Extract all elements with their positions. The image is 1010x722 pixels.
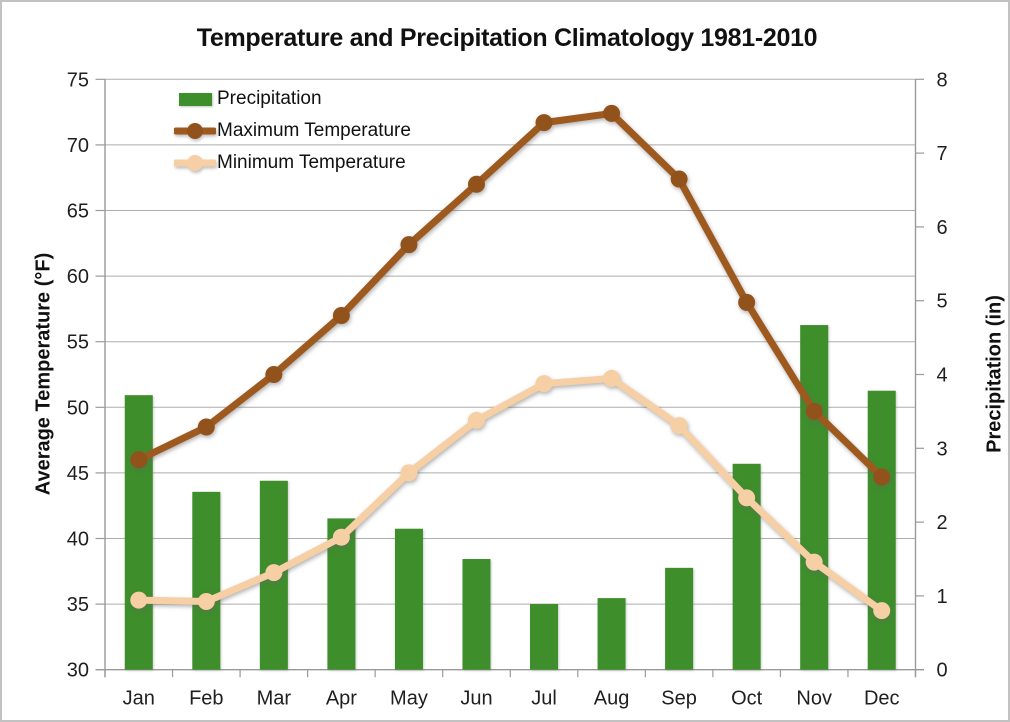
max-temperature-line-marker-Nov — [805, 402, 823, 420]
legend-item-precipitation: Precipitation — [174, 83, 411, 115]
precipitation-swatch-icon — [174, 89, 216, 109]
min-temperature-line-marker-Jun — [467, 411, 485, 429]
legend: Precipitation Maximum Temperature Minimu… — [174, 83, 411, 179]
right-axis-tick-label-0: 0 — [937, 660, 948, 682]
bar-Sep — [665, 567, 694, 670]
bar-Jan — [124, 395, 153, 670]
precipitation-bars — [124, 325, 896, 670]
chart-title: Temperature and Precipitation Climatolog… — [196, 24, 818, 52]
min-temperature-line-marker-Aug — [603, 369, 621, 387]
max-temperature-line-marker-Jun — [467, 175, 485, 193]
right-axis-tick-label-5: 5 — [937, 291, 948, 313]
legend-label-min-temperature: Minimum Temperature — [217, 152, 406, 173]
left-axis-tick-label-60: 60 — [67, 266, 89, 288]
legend-item-max-temperature: Maximum Temperature — [174, 115, 411, 147]
max-temperature-swatch-icon — [174, 121, 216, 141]
min-temperature-line-marker-Feb — [197, 592, 215, 610]
min-temperature-line-marker-Mar — [265, 564, 283, 582]
month-label-Sep: Sep — [661, 688, 697, 710]
right-axis-title: Precipitation (in) — [983, 295, 1006, 453]
min-temperature-line-marker-Sep — [670, 417, 688, 435]
min-temperature-swatch-icon — [174, 153, 216, 173]
left-axis-title: Average Temperature (°F) — [32, 252, 55, 496]
month-label-Aug: Aug — [594, 688, 630, 710]
month-label-Jun: Jun — [460, 688, 492, 710]
left-axis-tick-label-30: 30 — [67, 660, 89, 682]
max-temperature-line-marker-Jul — [535, 114, 553, 132]
bar-Aug — [597, 598, 626, 670]
legend-label-max-temperature: Maximum Temperature — [217, 120, 411, 141]
left-axis-tick-label-45: 45 — [67, 463, 89, 485]
bar-Jun — [462, 559, 491, 670]
left-axis-tick-label-65: 65 — [67, 201, 89, 223]
left-axis-tick-label-50: 50 — [67, 397, 89, 419]
left-axis-tick-label-40: 40 — [67, 529, 89, 551]
min-temperature-line-marker-May — [400, 464, 418, 482]
max-temperature-line-marker-Apr — [332, 306, 350, 324]
left-axis-tick-label-75: 75 — [67, 69, 89, 91]
right-axis-tick-label-8: 8 — [937, 69, 948, 91]
min-temperature-line — [130, 369, 891, 620]
month-label-May: May — [390, 688, 428, 710]
max-temperature-line-marker-Dec — [873, 468, 891, 486]
month-label-Apr: Apr — [326, 688, 357, 710]
bar-Dec — [867, 390, 896, 670]
right-axis-tick-label-7: 7 — [937, 143, 948, 165]
max-temperature-line-marker-Mar — [265, 366, 283, 383]
max-temperature-line-marker-May — [400, 236, 418, 254]
right-axis-tick-label-3: 3 — [937, 438, 948, 460]
bar-Nov — [800, 325, 829, 670]
month-label-Oct: Oct — [731, 688, 763, 710]
right-axis-tick-label-6: 6 — [937, 217, 948, 239]
month-label-Feb: Feb — [189, 688, 223, 710]
min-temperature-line-marker-Dec — [873, 602, 891, 620]
max-temperature-line-marker-Jan — [130, 451, 148, 469]
max-temperature-line-path — [135, 109, 886, 481]
month-label-Jul: Jul — [531, 688, 557, 710]
bar-May — [394, 528, 423, 670]
right-axis-tick-label-4: 4 — [937, 365, 948, 387]
month-label-Jan: Jan — [123, 688, 155, 710]
right-axis-tick-label-1: 1 — [937, 586, 948, 608]
bar-Jul — [530, 604, 559, 670]
max-temperature-line-marker-Sep — [670, 170, 688, 188]
min-temperature-line-marker-Jan — [130, 591, 148, 609]
max-temperature-line-marker-Feb — [197, 418, 215, 436]
min-temperature-line-marker-Jul — [535, 375, 553, 393]
min-temperature-line-marker-Nov — [805, 553, 823, 571]
month-label-Mar: Mar — [257, 688, 292, 710]
legend-item-min-temperature: Minimum Temperature — [174, 147, 411, 179]
min-temperature-line-path — [135, 374, 886, 615]
left-axis-tick-label-35: 35 — [67, 594, 89, 616]
min-temperature-line-marker-Apr — [332, 528, 350, 546]
max-temperature-line-marker-Oct — [738, 293, 756, 311]
max-temperature-line — [130, 104, 891, 486]
right-axis-tick-label-2: 2 — [937, 512, 948, 534]
month-label-Dec: Dec — [864, 688, 900, 710]
max-temperature-line-marker-Aug — [603, 104, 621, 122]
bar-Feb — [192, 491, 221, 670]
legend-label-precipitation: Precipitation — [217, 88, 322, 109]
min-temperature-line-marker-Oct — [738, 489, 756, 507]
month-label-Nov: Nov — [796, 688, 832, 710]
left-axis-tick-label-70: 70 — [67, 135, 89, 157]
left-axis-tick-label-55: 55 — [67, 332, 89, 354]
